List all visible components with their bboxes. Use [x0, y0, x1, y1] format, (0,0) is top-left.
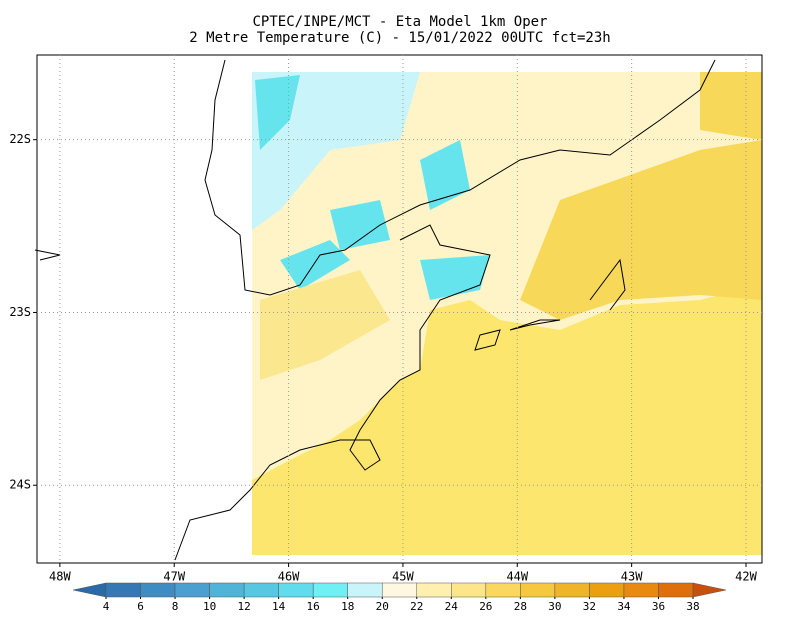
- map-field: [252, 72, 762, 555]
- x-tick-label: 43W: [621, 570, 643, 584]
- warm-patch: [520, 72, 762, 320]
- colorbar-segment: [347, 582, 383, 598]
- title: CPTEC/INPE/MCT - Eta Model 1km Oper: [252, 14, 547, 30]
- colorbar-segment: [105, 582, 141, 598]
- mild-patch: [260, 270, 390, 380]
- colorbar-segment: [485, 582, 521, 598]
- colorbar-segment: [658, 582, 694, 598]
- colorbar-end: [692, 582, 727, 598]
- colorbar-segment: [416, 582, 452, 598]
- colorbar-segment: [554, 582, 590, 598]
- colorbar-segment: [140, 582, 176, 598]
- colorbar-label: 16: [307, 600, 320, 613]
- cool-area: [252, 72, 420, 230]
- coastline: [174, 59, 716, 561]
- colorbar-segment: [209, 582, 245, 598]
- colorbar-label: 26: [479, 600, 492, 613]
- colorbar-label: 34: [617, 600, 631, 613]
- subtitle: 2 Metre Temperature (C) - 15/01/2022 00U…: [189, 30, 610, 46]
- colorbar-label: 18: [341, 600, 354, 613]
- colorbar-label: 10: [203, 600, 216, 613]
- x-tick-label: 42W: [735, 570, 757, 584]
- cold-patch: [255, 75, 490, 300]
- colorbar-segment: [589, 582, 625, 598]
- colorbar-label: 32: [583, 600, 596, 613]
- colorbar-label: 36: [652, 600, 665, 613]
- x-tick-label: 46W: [278, 570, 300, 584]
- colorbar-segment: [623, 582, 659, 598]
- y-tick-label: 24S: [9, 478, 31, 492]
- colorbar-label: 20: [376, 600, 389, 613]
- colorbar-segment: [451, 582, 487, 598]
- colorbar-end: [72, 582, 107, 598]
- map-frame: [36, 54, 763, 564]
- colorbar-segment: [520, 582, 556, 598]
- colorbar-segment: [174, 582, 210, 598]
- colorbar-label: 28: [514, 600, 527, 613]
- x-tick-label: 47W: [163, 570, 185, 584]
- colorbar-segment: [278, 582, 314, 598]
- x-tick-label: 45W: [392, 570, 414, 584]
- colorbar-label: 24: [445, 600, 459, 613]
- colorbar-segment: [381, 582, 418, 598]
- colorbar-label: 8: [172, 600, 179, 613]
- colorbar-label: 12: [237, 600, 250, 613]
- x-tick-label: 44W: [506, 570, 528, 584]
- colorbar-label: 30: [548, 600, 561, 613]
- y-tick-label: 22S: [9, 132, 31, 146]
- colorbar-label: 6: [137, 600, 144, 613]
- x-tick-label: 48W: [49, 570, 71, 584]
- colorbar-label: 38: [686, 600, 699, 613]
- colorbar-label: 14: [272, 600, 286, 613]
- colorbar-segment: [243, 582, 279, 598]
- y-tick-label: 23S: [9, 305, 31, 319]
- colorbar-label: 22: [410, 600, 423, 613]
- colorbar-segment: [312, 582, 348, 598]
- colorbar-label: 4: [103, 600, 110, 613]
